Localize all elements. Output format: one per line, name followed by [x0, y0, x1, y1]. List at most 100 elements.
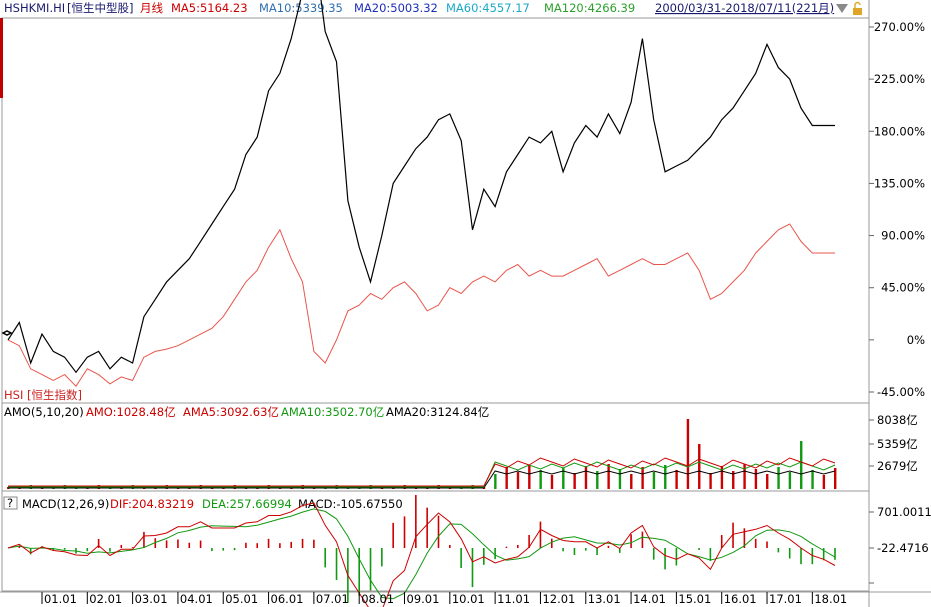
dif-line — [7, 502, 836, 607]
macd-axis-label: -22.4716 — [877, 541, 929, 555]
price-axis-label: 225.00% — [874, 72, 925, 86]
volume-axis-label: 8038亿 — [877, 413, 918, 427]
ama20-value: AMA20:3124.84亿 — [386, 405, 489, 419]
symbol-name: [恒生中型股] — [67, 1, 133, 15]
time-axis-label: 06.01 — [271, 592, 304, 606]
ama20-line — [8, 470, 836, 489]
hsi-overlay-label: HSI [恒生指数] — [4, 388, 82, 402]
price-axis-label: 45.00% — [881, 281, 925, 295]
volume-bar — [800, 441, 803, 489]
help-icon: ? — [7, 496, 13, 510]
volume-axis: 8038亿 5359亿 2679亿 — [869, 413, 918, 473]
volume-bar — [652, 472, 656, 489]
volume-bar — [754, 469, 758, 489]
macd-series-group — [7, 494, 836, 607]
volume-axis-label: 5359亿 — [877, 437, 918, 451]
volume-bar — [550, 475, 554, 489]
volume-bar — [811, 470, 814, 489]
macd-axis: 701.0011 -22.4716 — [869, 505, 931, 584]
amo-value: AMO:1028.48亿 — [86, 405, 176, 419]
volume-bar — [777, 467, 780, 489]
price-axis-label: 0% — [907, 333, 925, 347]
volume-bar — [528, 465, 531, 489]
help-button[interactable] — [3, 496, 18, 510]
time-axis-label: 17.01 — [769, 592, 802, 606]
price-axis-label: -45.00% — [877, 385, 925, 399]
volume-axis-label: 2679亿 — [877, 459, 918, 473]
time-axis-label: 10.01 — [452, 592, 485, 606]
volume-bar — [641, 467, 644, 489]
dea-line — [7, 508, 836, 600]
ama5-value: AMA5:3092.63亿 — [183, 405, 279, 419]
volume-bar — [743, 464, 746, 489]
main-panel-frame — [1, 17, 870, 404]
volume-bar — [516, 472, 520, 489]
volume-bar — [834, 468, 837, 489]
volume-bar — [618, 469, 622, 489]
volume-bar — [698, 444, 701, 489]
macd-title: MACD(12,26,9) — [22, 497, 109, 511]
ma20-label: MA20:5003.32 — [354, 1, 438, 15]
date-range-label[interactable]: 2000/03/31-2018/07/11(221月) — [655, 1, 834, 15]
volume-bar — [630, 474, 633, 489]
ama5-line — [8, 457, 836, 487]
volume-bar — [494, 474, 497, 489]
volume-bar — [732, 471, 735, 489]
ma5-label: MA5:5164.23 — [171, 1, 248, 15]
time-axis-label: 14.01 — [633, 592, 666, 606]
hshkmi-price-line — [7, 0, 835, 374]
volume-bar — [584, 466, 588, 489]
volume-bar — [539, 470, 542, 489]
time-axis-label: 18.01 — [814, 592, 847, 606]
time-axis-label: 03.01 — [135, 592, 168, 606]
volume-bar — [573, 473, 576, 489]
volume-bar — [788, 472, 792, 489]
macd-dif: DIF:204.83219 — [110, 497, 194, 511]
volume-bar — [709, 473, 712, 489]
volume-bar — [675, 470, 678, 489]
volume-bar — [505, 467, 508, 489]
time-axis-label: 01.01 — [44, 592, 77, 606]
price-axis-label: 270.00% — [874, 20, 925, 34]
macd-value: MACD:-105.67550 — [298, 497, 403, 511]
time-axis-label: 15.01 — [678, 592, 711, 606]
ama10-line — [8, 461, 836, 488]
volume-bar — [720, 466, 724, 489]
ma120-label: MA120:4266.39 — [544, 1, 635, 15]
time-axis-label: 08.01 — [361, 592, 394, 606]
ama10-value: AMA10:3502.70亿 — [281, 405, 384, 419]
price-series-group — [7, 0, 835, 387]
time-axis-label: 09.01 — [407, 592, 440, 606]
time-axis-label: 11.01 — [497, 592, 530, 606]
time-axis-label: 12.01 — [542, 592, 575, 606]
volume-bar — [607, 464, 610, 489]
price-axis-label: 90.00% — [881, 229, 925, 243]
period-label[interactable]: 月线 — [140, 1, 163, 15]
macd-axis-label: 701.0011 — [877, 505, 931, 519]
volume-bar — [766, 474, 769, 489]
hsi-overlay-line — [7, 223, 835, 387]
lock-icon[interactable] — [853, 1, 862, 16]
left-edge-marker — [0, 18, 3, 98]
ma60-label: MA60:4557.17 — [446, 1, 530, 15]
crosshair-cursor-icon — [1, 330, 13, 336]
volume-bars-group — [7, 419, 837, 489]
ma10-label: MA10:5339.35 — [259, 1, 343, 15]
time-axis-label: 13.01 — [588, 592, 621, 606]
volume-bar — [686, 419, 690, 489]
macd-dea: DEA:257.66994 — [202, 497, 292, 511]
volume-bar — [664, 465, 667, 489]
amo-title: AMO(5,10,20) — [4, 405, 84, 419]
time-axis-label: 05.01 — [225, 592, 258, 606]
time-axis-label: 02.01 — [89, 592, 122, 606]
price-axis-label: 135.00% — [874, 176, 925, 190]
volume-bar — [562, 468, 565, 489]
volume-bar — [822, 475, 826, 489]
price-axis-label: 180.00% — [874, 124, 925, 138]
time-axis-label: 07.01 — [316, 592, 349, 606]
price-axis: 270.00% 225.00% 180.00% 135.00% 90.00% 45.00%… — [869, 20, 925, 399]
symbol-label: HSHKMI.HI — [4, 1, 65, 15]
dropdown-arrow-icon[interactable] — [836, 4, 848, 13]
time-axis-label: 04.01 — [180, 592, 213, 606]
